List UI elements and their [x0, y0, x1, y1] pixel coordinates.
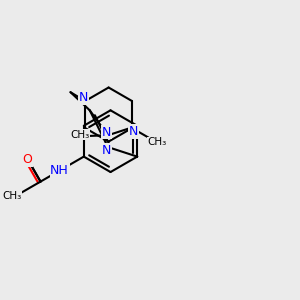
- Text: N: N: [102, 143, 111, 157]
- Text: N: N: [79, 91, 88, 104]
- Text: CH₃: CH₃: [147, 137, 166, 147]
- Text: NH: NH: [50, 164, 69, 177]
- Text: N: N: [102, 126, 111, 139]
- Text: CH₃: CH₃: [70, 130, 90, 140]
- Text: CH₃: CH₃: [2, 190, 21, 201]
- Text: O: O: [22, 154, 32, 166]
- Text: N: N: [129, 125, 138, 138]
